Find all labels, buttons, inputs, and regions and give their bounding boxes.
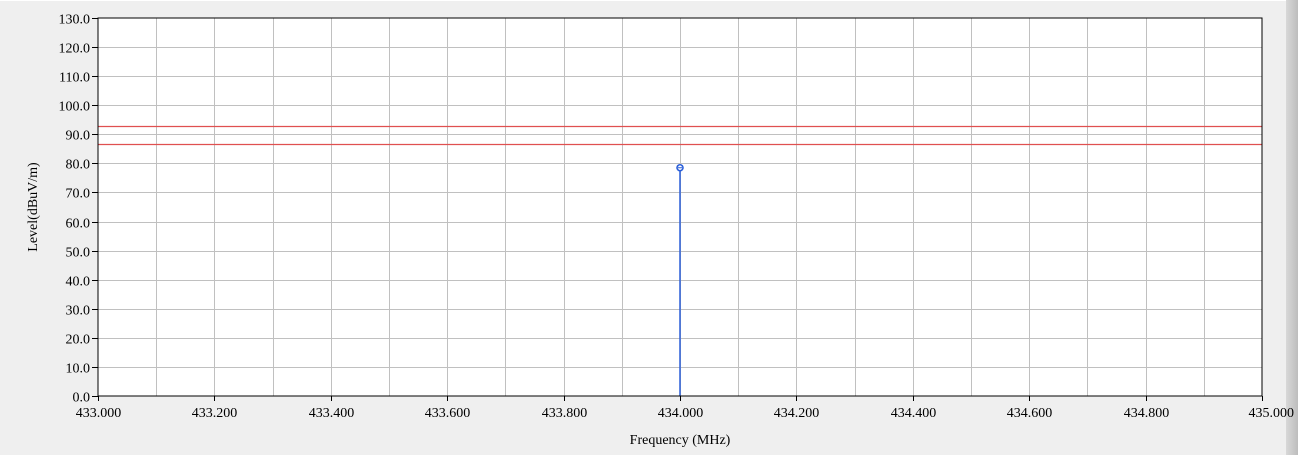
- y-axis-title: Level(dBuV/m): [26, 162, 41, 252]
- y-tick-label: 120.0: [59, 42, 91, 57]
- x-tick-label: 433.600: [425, 406, 471, 421]
- y-tick-label: 30.0: [66, 304, 91, 319]
- x-tick-label: 434.800: [1124, 406, 1170, 421]
- x-axis: 433.000 433.200 433.400 433.600 433.800 434.0…: [76, 396, 1294, 421]
- x-tick-label: 433.800: [542, 406, 588, 421]
- x-axis-title: Frequency (MHz): [630, 433, 731, 448]
- x-tick-label: 435.000: [1249, 406, 1295, 421]
- frame-edge: [1286, 0, 1298, 455]
- limit-lines: [98, 125, 1262, 146]
- y-tick-label: 40.0: [66, 275, 91, 290]
- y-tick-label: 50.0: [66, 246, 91, 261]
- y-tick-label: 20.0: [66, 333, 91, 348]
- x-tick-label: 434.200: [774, 406, 820, 421]
- x-tick-label: 433.000: [76, 406, 122, 421]
- y-tick-label: 100.0: [59, 100, 91, 115]
- y-tick-label: 80.0: [66, 158, 91, 173]
- y-tick-label: 90.0: [66, 129, 91, 144]
- y-tick-label: 70.0: [66, 187, 91, 202]
- y-tick-label: 10.0: [66, 362, 91, 377]
- y-tick-label: 60.0: [66, 217, 91, 232]
- y-tick-label: 110.0: [59, 71, 90, 86]
- y-axis: 0.0 10.0 20.0 30.0 40.0 50.0 60.0 70.0 80.0 90.0 1…: [59, 13, 98, 406]
- data-series: [676, 163, 684, 396]
- x-tick-label: 433.200: [192, 406, 238, 421]
- y-tick-label: 130.0: [59, 13, 91, 28]
- x-tick-label: 434.400: [891, 406, 937, 421]
- x-tick-label: 433.400: [309, 406, 355, 421]
- y-tick-label: 0.0: [73, 391, 91, 406]
- x-tick-label: 434.600: [1007, 406, 1053, 421]
- x-tick-label: 434.000: [658, 406, 704, 421]
